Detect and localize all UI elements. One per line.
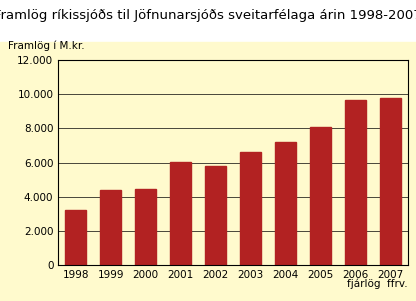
Bar: [170, 162, 191, 265]
Bar: [345, 100, 366, 265]
Text: Framlög í M.kr.: Framlög í M.kr.: [8, 41, 85, 51]
Bar: [205, 166, 226, 265]
Text: fjárlög  ffrv.: fjárlög ffrv.: [347, 278, 408, 289]
Bar: [65, 210, 86, 265]
Bar: [240, 152, 261, 265]
Text: Framlög ríkissjóðs til Jöfnunarsjóðs sveitarfélaga árin 1998-2007: Framlög ríkissjóðs til Jöfnunarsjóðs sve…: [0, 9, 416, 22]
Bar: [100, 190, 121, 265]
Bar: [380, 98, 401, 265]
Bar: [135, 189, 156, 265]
Bar: [310, 127, 331, 265]
Bar: [275, 142, 296, 265]
